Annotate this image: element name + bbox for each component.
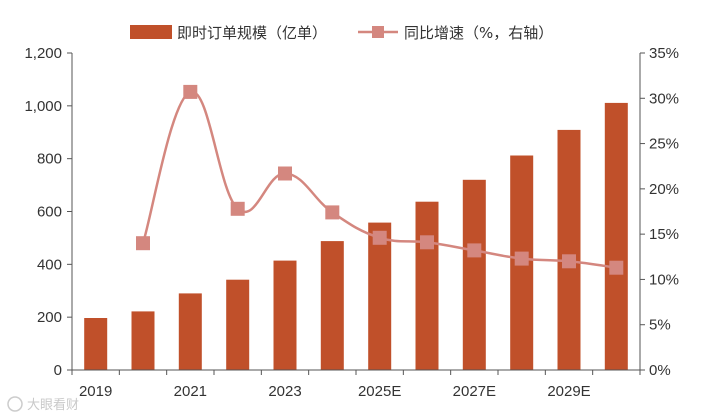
- bar-2030E: [604, 102, 628, 371]
- bar-2019: [84, 318, 108, 370]
- bar-2024: [320, 241, 344, 370]
- x-tick-label: 2021: [174, 383, 207, 400]
- growth-marker-2025E: [372, 230, 387, 245]
- x-tick-label: 2027E: [453, 383, 496, 400]
- bar-series: [84, 102, 628, 371]
- legend-line-label: 同比增速（%，右轴）: [404, 24, 553, 42]
- left-tick-label: 400: [37, 256, 62, 273]
- x-axis-ticks: 2019 2021 2023 2025E 2027E 2029E: [71, 370, 641, 400]
- left-axis-ticks: 0 200 400 600 800 1,000 1,200: [24, 45, 72, 379]
- bar-2021: [178, 293, 202, 370]
- right-axis-ticks: 0% 5% 10% 15% 20% 25% 30% 35%: [640, 45, 679, 379]
- bar-2020: [131, 311, 155, 370]
- growth-marker-2024: [325, 205, 340, 220]
- legend-bar-label: 即时订单规模（亿单）: [177, 24, 327, 42]
- growth-marker-2029E: [562, 254, 576, 269]
- bar-2029E: [557, 129, 581, 370]
- growth-marker-2030E: [609, 260, 624, 275]
- right-tick-label: 0%: [649, 362, 671, 379]
- x-tick-label: 2019: [79, 383, 112, 400]
- left-tick-label: 200: [37, 309, 62, 326]
- bar-2025E: [368, 222, 392, 370]
- growth-marker-2020: [136, 236, 150, 251]
- watermark-logo-icon: [7, 396, 23, 412]
- right-tick-label: 15%: [649, 226, 679, 243]
- right-tick-label: 10%: [649, 271, 679, 288]
- right-tick-label: 30%: [649, 90, 679, 107]
- growth-marker-2021: [183, 84, 198, 99]
- left-tick-label: 1,200: [24, 45, 62, 62]
- watermark-text: 大眼看财: [27, 397, 79, 413]
- growth-marker-2023: [278, 166, 292, 181]
- bar-2022: [226, 279, 250, 370]
- growth-marker-2027E: [467, 243, 482, 258]
- right-tick-label: 35%: [649, 45, 679, 62]
- right-tick-label: 25%: [649, 136, 679, 153]
- x-tick-label: 2025E: [358, 383, 401, 400]
- x-tick-label: 2029E: [547, 383, 590, 400]
- legend-line-marker: [372, 26, 384, 38]
- line-series: [136, 84, 624, 275]
- x-tick-label: 2023: [268, 383, 301, 400]
- right-tick-label: 20%: [649, 181, 679, 198]
- legend: 即时订单规模（亿单） 同比增速（%，右轴）: [130, 24, 553, 42]
- growth-marker-2022: [230, 201, 245, 216]
- bar-2023: [273, 260, 297, 370]
- bar-2026E: [415, 201, 439, 370]
- growth-marker-2026E: [420, 235, 434, 250]
- legend-bar-swatch: [130, 25, 172, 39]
- bar-2027E: [462, 179, 486, 370]
- right-tick-label: 5%: [649, 317, 671, 334]
- left-tick-label: 1,000: [24, 98, 62, 115]
- left-tick-label: 600: [37, 204, 62, 221]
- growth-marker-2028E: [514, 251, 529, 266]
- left-tick-label: 800: [37, 151, 62, 168]
- watermark: 大眼看财: [7, 396, 79, 413]
- left-tick-label: 0: [54, 362, 62, 379]
